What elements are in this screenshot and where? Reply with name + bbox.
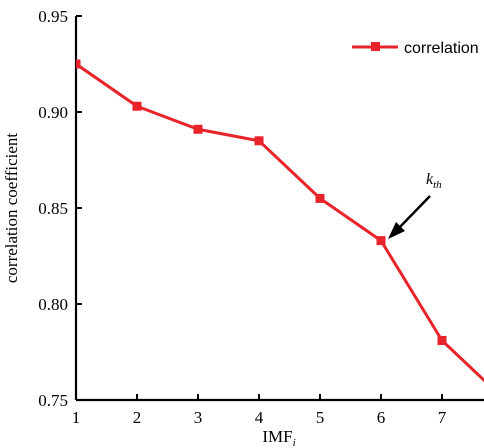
annotation: kth — [388, 171, 442, 239]
x-tick-label-0: 1 — [72, 408, 81, 427]
annotation-arrow-shaft — [397, 195, 431, 230]
y-tick-label-4: 0.95 — [38, 7, 68, 26]
x-tick-label-2: 3 — [194, 408, 203, 427]
x-tick-label-6: 7 — [438, 408, 447, 427]
annotation-label-sub: th — [433, 179, 442, 191]
data-point-2 — [132, 101, 142, 111]
x-tick-label-4: 5 — [316, 408, 325, 427]
data-point-1 — [76, 59, 81, 69]
legend: correlation — [352, 40, 479, 57]
y-tick-label-0: 0.75 — [38, 391, 68, 410]
legend-marker — [371, 42, 380, 51]
annotation-label-main: k — [426, 171, 434, 188]
y-tick-label-2: 0.85 — [38, 199, 68, 218]
x-axis-title-subscript: i — [293, 437, 296, 448]
data-point-5 — [315, 193, 325, 203]
data-point-3 — [193, 124, 203, 134]
x-tick-label-5: 6 — [377, 408, 386, 427]
x-tick-label-1: 2 — [133, 408, 142, 427]
series-line-0 — [76, 62, 484, 383]
y-tick-label-1: 0.80 — [38, 295, 68, 314]
x-tick-label-3: 4 — [255, 408, 264, 427]
series-layer — [76, 59, 484, 383]
x-axis-title-main: IMF — [262, 427, 292, 446]
axes — [74, 16, 484, 402]
y-axis-title: correlation coefficient — [2, 133, 21, 284]
y-tick-label-3: 0.90 — [38, 103, 68, 122]
data-point-4 — [254, 136, 264, 146]
annotation-label: kth — [426, 171, 442, 191]
data-point-7 — [437, 335, 447, 345]
legend-label: correlation — [404, 40, 479, 57]
x-axis-title: IMFi — [262, 427, 295, 448]
data-point-6 — [376, 236, 386, 246]
ticks: 0.75 0.80 0.85 0.90 0.95 1 2 3 4 5 6 7 — [38, 7, 447, 427]
annotation-arrowhead — [388, 222, 405, 239]
